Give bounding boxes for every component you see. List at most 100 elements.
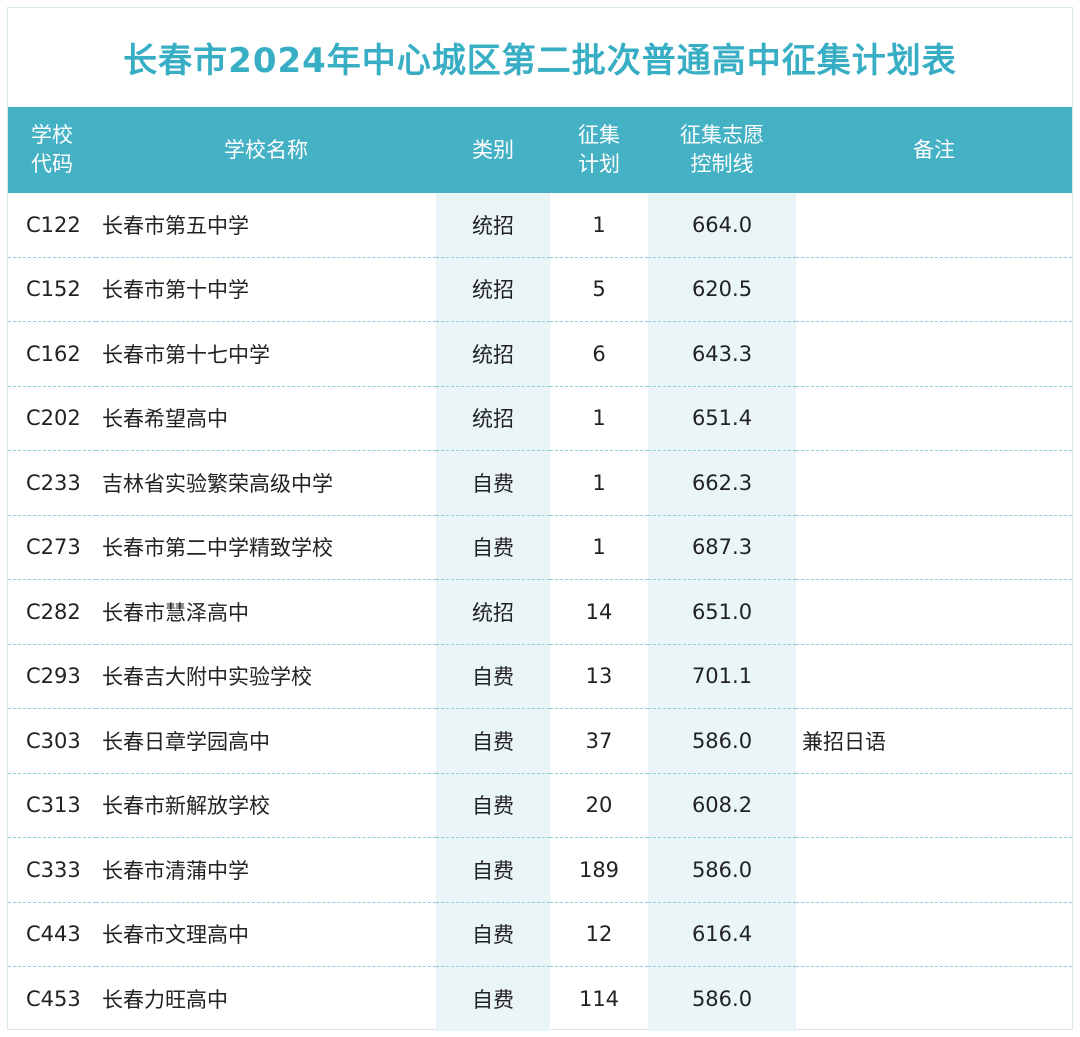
cell-school-name: 长春市清蒲中学 — [96, 837, 436, 903]
header-plan: 征集 计划 — [550, 107, 648, 193]
cell-school-code: C122 — [8, 193, 96, 258]
cell-control-line: 586.0 — [648, 837, 796, 903]
cell-school-code: C282 — [8, 579, 96, 645]
cell-category: 统招 — [436, 321, 550, 387]
cell-category: 自费 — [436, 644, 550, 709]
cell-category: 自费 — [436, 708, 550, 774]
table-row: C162 长春市第十七中学 统招 6 643.3 — [8, 321, 1072, 387]
cell-school-name: 长春市文理高中 — [96, 902, 436, 967]
cell-note: 兼招日语 — [796, 708, 1072, 774]
cell-control-line: 687.3 — [648, 515, 796, 580]
header-row: 学校 代码 学校名称 类别 征集 计划 征集志愿 控制线 备注 — [8, 107, 1072, 193]
cell-plan: 12 — [550, 902, 648, 967]
cell-school-code: C443 — [8, 902, 96, 967]
cell-note — [796, 773, 1072, 838]
cell-category: 统招 — [436, 579, 550, 645]
cell-school-name: 长春希望高中 — [96, 386, 436, 451]
cell-plan: 20 — [550, 773, 648, 838]
cell-note — [796, 386, 1072, 451]
cell-school-name: 长春市慧泽高中 — [96, 579, 436, 645]
cell-note — [796, 837, 1072, 903]
cell-school-name: 长春市第五中学 — [96, 193, 436, 258]
cell-note — [796, 450, 1072, 516]
cell-control-line: 664.0 — [648, 193, 796, 258]
cell-school-name: 长春市第二中学精致学校 — [96, 515, 436, 580]
header-code-line2: 代码 — [31, 152, 73, 176]
cell-note — [796, 193, 1072, 258]
cell-school-name: 吉林省实验繁荣高级中学 — [96, 450, 436, 516]
header-line-line1: 征集志愿 — [680, 123, 764, 147]
cell-control-line: 608.2 — [648, 773, 796, 838]
cell-school-code: C293 — [8, 644, 96, 709]
header-school-code: 学校 代码 — [8, 107, 96, 193]
header-category: 类别 — [436, 107, 550, 193]
cell-control-line: 662.3 — [648, 450, 796, 516]
table-row: C233 吉林省实验繁荣高级中学 自费 1 662.3 — [8, 450, 1072, 516]
cell-category: 自费 — [436, 902, 550, 967]
cell-school-code: C303 — [8, 708, 96, 774]
cell-plan: 1 — [550, 515, 648, 580]
cell-category: 统招 — [436, 193, 550, 258]
table-row: C303 长春日章学园高中 自费 37 586.0 兼招日语 — [8, 708, 1072, 774]
cell-control-line: 616.4 — [648, 902, 796, 967]
plan-table: 学校 代码 学校名称 类别 征集 计划 征集志愿 控制线 备注 C122 长春市第… — [8, 107, 1072, 1031]
cell-school-name: 长春市第十中学 — [96, 257, 436, 322]
cell-school-name: 长春力旺高中 — [102, 987, 228, 1012]
table-row: C293 长春吉大附中实验学校 自费 13 701.1 — [8, 644, 1072, 709]
cell-plan: 5 — [550, 257, 648, 322]
cell-school-code: C273 — [8, 515, 96, 580]
cell-control-line: 586.0 — [648, 966, 796, 1031]
cell-plan: 189 — [550, 837, 648, 903]
header-note: 备注 — [796, 107, 1072, 193]
cell-school-code: C202 — [8, 386, 96, 451]
cell-category: 自费 — [436, 773, 550, 838]
table-row: C313 长春市新解放学校 自费 20 608.2 — [8, 773, 1072, 838]
cell-note — [796, 515, 1072, 580]
cell-school-name: 长春市第十七中学 — [96, 321, 436, 387]
header-control-line: 征集志愿 控制线 — [648, 107, 796, 193]
header-code-line1: 学校 — [31, 123, 73, 147]
header-line-line2: 控制线 — [690, 152, 754, 176]
table-row: C443 长春市文理高中 自费 12 616.4 — [8, 902, 1072, 967]
cell-school-code: C233 — [8, 450, 96, 516]
page-title: 长春市2024年中心城区第二批次普通高中征集计划表 — [123, 40, 957, 81]
cell-school-code: C333 — [8, 837, 96, 903]
table-body: C122 长春市第五中学 统招 1 664.0 C152 长春市第十中学 统招 5 620.5 C1… — [8, 193, 1072, 1031]
header-plan-line1: 征集 — [578, 123, 620, 147]
cell-category: 统招 — [436, 257, 550, 322]
header-school-name: 学校名称 — [96, 107, 436, 193]
cell-school-name: 长春市新解放学校 — [96, 773, 436, 838]
cell-school-code: C162 — [8, 321, 96, 387]
plan-table-sheet: 长春市2024年中心城区第二批次普通高中征集计划表 学校 代码 学校名称 类别 … — [7, 7, 1073, 1031]
cell-school-code: C152 — [8, 257, 96, 322]
cell-control-line: 651.0 — [648, 579, 796, 645]
cell-control-line: 651.4 — [648, 386, 796, 451]
cell-category: 自费 — [436, 966, 550, 1031]
cell-category: 自费 — [436, 837, 550, 903]
cell-plan: 37 — [550, 708, 648, 774]
cell-plan: 6 — [550, 321, 648, 387]
cell-school-code: C453 — [26, 986, 81, 1011]
cell-plan: 1 — [550, 193, 648, 258]
table-row: C122 长春市第五中学 统招 1 664.0 — [8, 193, 1072, 258]
cell-school-name: 长春吉大附中实验学校 — [96, 644, 436, 709]
table-row: C453 长春力旺高中 自费 114 586.0 — [8, 966, 1072, 1031]
table-row: C282 长春市慧泽高中 统招 14 651.0 — [8, 579, 1072, 645]
cell-note — [796, 967, 1072, 1031]
cell-control-line: 643.3 — [648, 321, 796, 387]
cell-control-line: 586.0 — [648, 708, 796, 774]
table-row: C273 长春市第二中学精致学校 自费 1 687.3 — [8, 515, 1072, 580]
header-plan-line2: 计划 — [578, 152, 620, 176]
cell-note — [796, 321, 1072, 387]
cell-note — [796, 902, 1072, 967]
cell-plan: 13 — [550, 644, 648, 709]
cell-plan: 1 — [550, 386, 648, 451]
cell-note — [796, 644, 1072, 709]
table-row: C333 长春市清蒲中学 自费 189 586.0 — [8, 837, 1072, 903]
cell-category: 自费 — [436, 515, 550, 580]
cell-category: 自费 — [436, 450, 550, 516]
cell-plan: 1 — [550, 450, 648, 516]
cell-school-code: C313 — [8, 773, 96, 838]
cell-plan: 14 — [550, 579, 648, 645]
table-row: C152 长春市第十中学 统招 5 620.5 — [8, 257, 1072, 322]
